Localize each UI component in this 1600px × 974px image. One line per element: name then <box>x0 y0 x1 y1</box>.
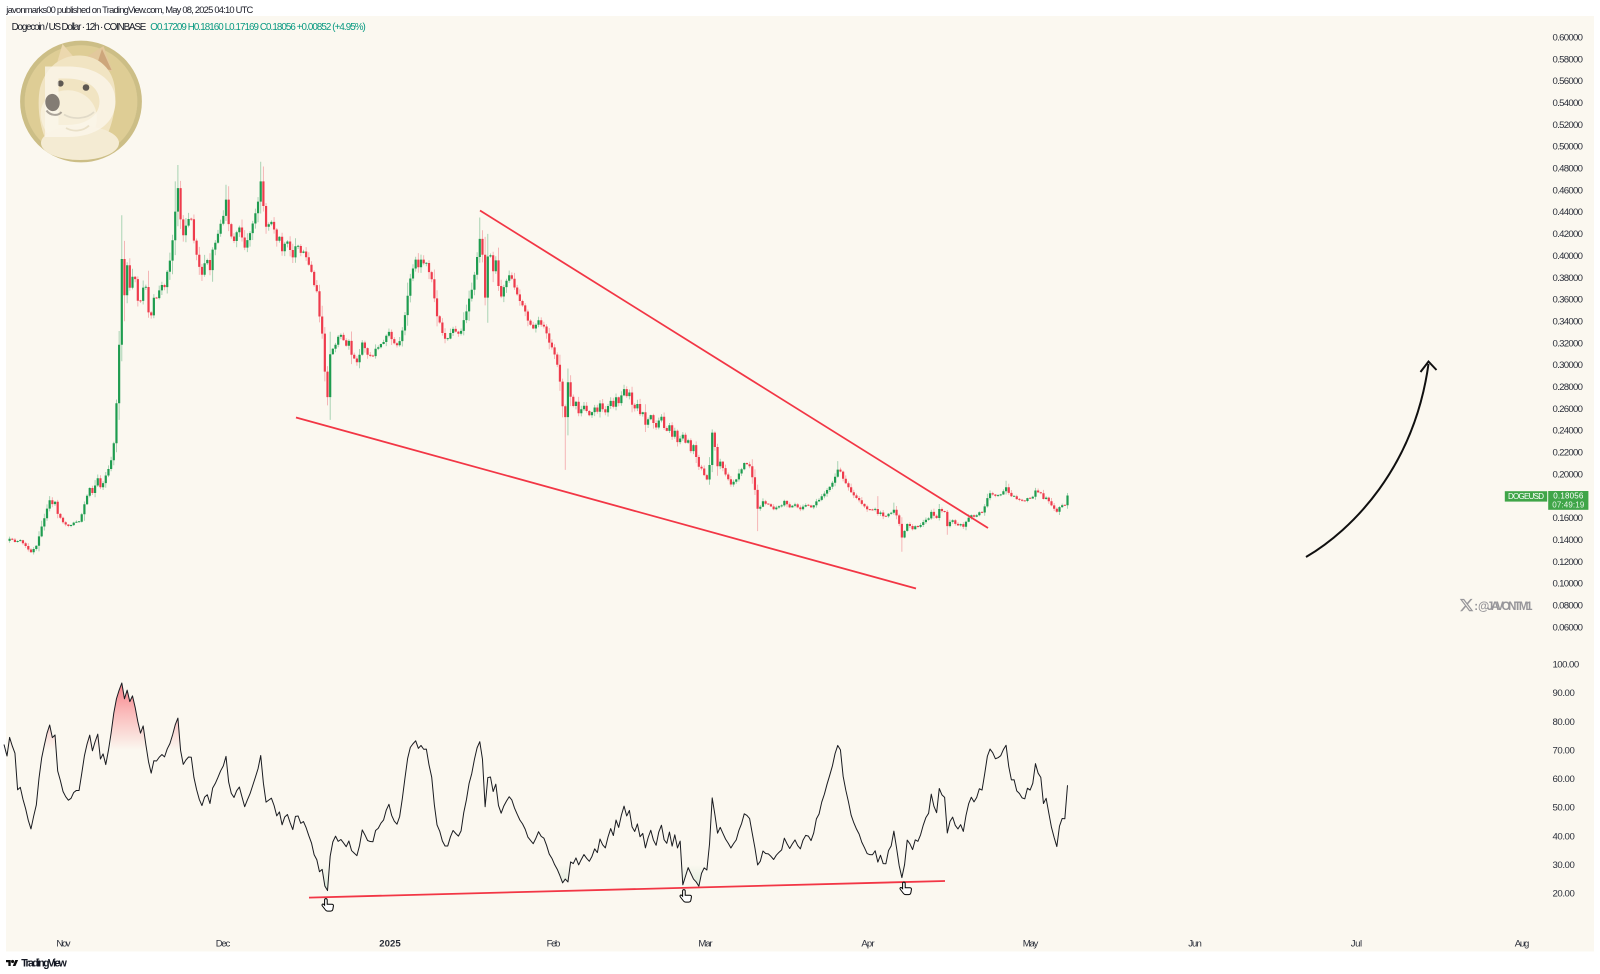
svg-text:07:49:19: 07:49:19 <box>1552 501 1585 510</box>
svg-text:Mar: Mar <box>698 939 713 950</box>
svg-text:Jun: Jun <box>1188 939 1202 950</box>
svg-text:0.28000: 0.28000 <box>1553 382 1584 393</box>
svg-text:2025: 2025 <box>379 939 401 950</box>
svg-text:Nov: Nov <box>56 939 70 950</box>
svg-text:0.42000: 0.42000 <box>1553 229 1584 240</box>
svg-text:O0.17209 H0.18160 L0.17169: O0.17209 H0.18160 L0.17169 C0.18056 +0.0… <box>150 22 365 33</box>
svg-text:0.22000: 0.22000 <box>1553 448 1584 459</box>
svg-text:0.30000: 0.30000 <box>1553 360 1584 371</box>
svg-text:Jul: Jul <box>1351 939 1362 950</box>
svg-text:0.12000: 0.12000 <box>1553 557 1584 568</box>
svg-text:0.26000: 0.26000 <box>1553 404 1584 415</box>
svg-text:0.24000: 0.24000 <box>1553 426 1584 437</box>
svg-text:0.40000: 0.40000 <box>1553 251 1584 262</box>
svg-text:May: May <box>1023 939 1039 950</box>
svg-text:0.48000: 0.48000 <box>1553 164 1584 175</box>
svg-text:0.58000: 0.58000 <box>1553 54 1584 65</box>
svg-text:0.20000: 0.20000 <box>1553 469 1584 480</box>
svg-text:Dec: Dec <box>216 939 231 950</box>
svg-text:0.54000: 0.54000 <box>1553 98 1584 109</box>
svg-text:80.00: 80.00 <box>1553 717 1575 728</box>
svg-text:0.16000: 0.16000 <box>1553 513 1584 524</box>
svg-text::: : <box>1474 601 1478 613</box>
svg-text:javonmarks00 published on Trad: javonmarks00 published on TradingView.co… <box>5 4 253 15</box>
svg-text:100.00: 100.00 <box>1553 660 1580 671</box>
svg-text:0.08000: 0.08000 <box>1553 601 1584 612</box>
svg-text:Apr: Apr <box>861 939 875 950</box>
svg-text:60.00: 60.00 <box>1553 774 1575 785</box>
svg-text:0.56000: 0.56000 <box>1553 76 1584 87</box>
svg-text:0.36000: 0.36000 <box>1553 295 1584 306</box>
svg-text:TradingView: TradingView <box>21 957 67 969</box>
svg-text:0.32000: 0.32000 <box>1553 338 1584 349</box>
svg-text:40.00: 40.00 <box>1553 831 1575 842</box>
svg-text:0.10000: 0.10000 <box>1553 579 1584 590</box>
svg-text:0.44000: 0.44000 <box>1553 207 1584 218</box>
svg-text:Aug: Aug <box>1515 939 1530 950</box>
svg-text:0.14000: 0.14000 <box>1553 535 1584 546</box>
svg-text:0.50000: 0.50000 <box>1553 142 1584 153</box>
svg-text:0.46000: 0.46000 <box>1553 185 1584 196</box>
svg-text:70.00: 70.00 <box>1553 746 1575 757</box>
svg-text:0.18056: 0.18056 <box>1553 492 1584 501</box>
svg-text:0.34000: 0.34000 <box>1553 317 1584 328</box>
svg-text:20.00: 20.00 <box>1553 889 1575 900</box>
svg-text:50.00: 50.00 <box>1553 803 1575 814</box>
svg-text:Feb: Feb <box>547 939 561 950</box>
svg-text:30.00: 30.00 <box>1553 860 1575 871</box>
svg-text:0.60000: 0.60000 <box>1553 32 1584 43</box>
svg-text:Dogecoin / US Dollar · 12h · C: Dogecoin / US Dollar · 12h · COINBASE <box>12 22 147 33</box>
svg-text:DOGEUSD: DOGEUSD <box>1508 492 1544 501</box>
svg-text:0.52000: 0.52000 <box>1553 120 1584 131</box>
svg-text:@JAVONTM1: @JAVONTM1 <box>1478 601 1533 613</box>
svg-text:0.38000: 0.38000 <box>1553 273 1584 284</box>
svg-text:0.06000: 0.06000 <box>1553 622 1584 633</box>
svg-text:90.00: 90.00 <box>1553 688 1575 699</box>
